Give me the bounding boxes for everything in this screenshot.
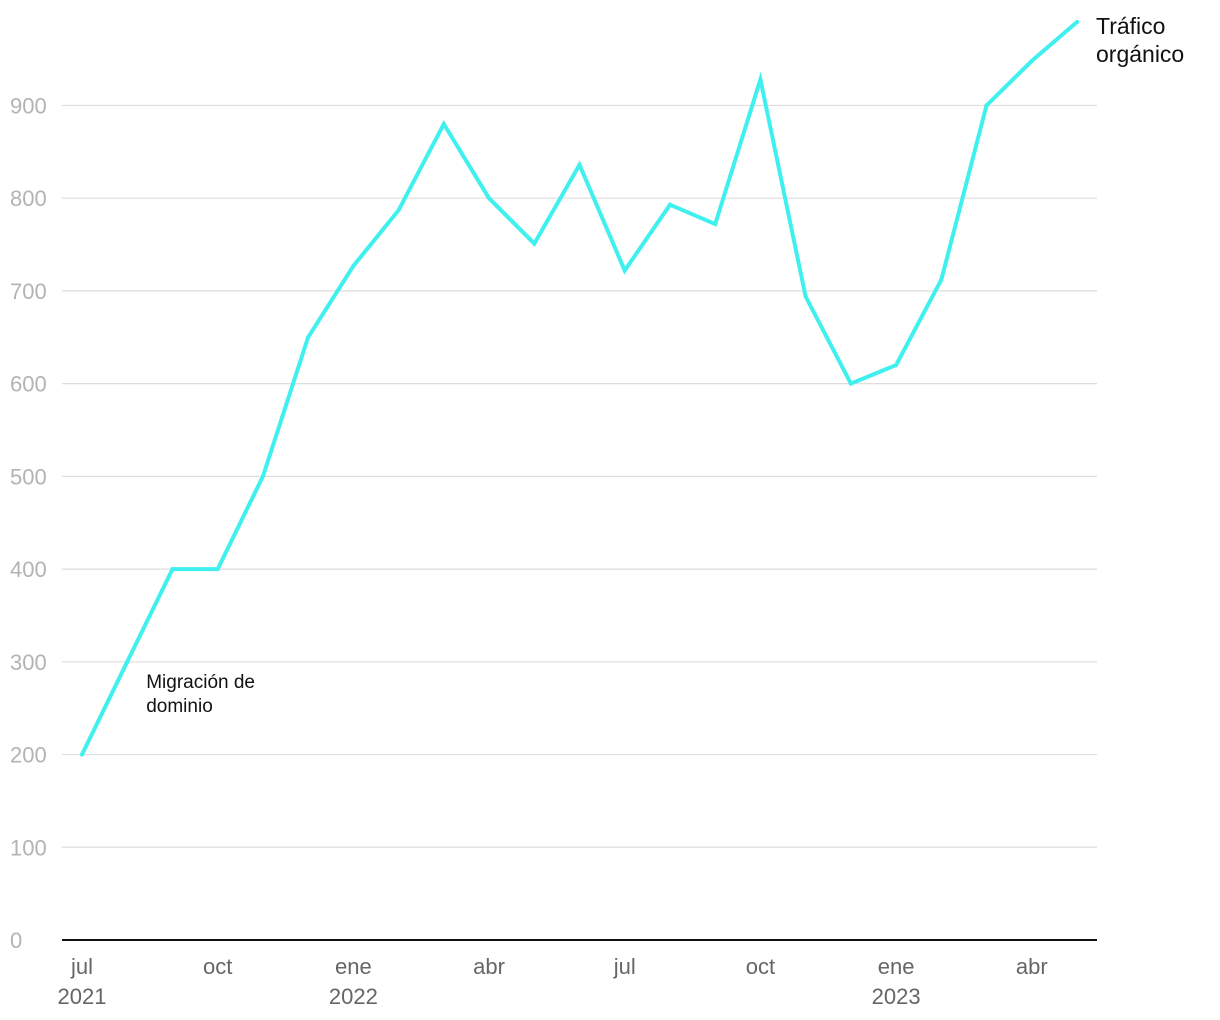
data-point [487, 196, 492, 201]
data-point [713, 222, 718, 227]
y-tick-label: 800 [10, 186, 47, 211]
data-point [260, 474, 265, 479]
data-point [984, 103, 989, 108]
y-tick-label: 300 [10, 650, 47, 675]
data-point [170, 567, 175, 572]
series-label-line: Tráfico [1096, 13, 1165, 39]
x-tick-label: jul [70, 954, 93, 979]
data-point [532, 241, 537, 246]
x-tick-label: oct [203, 954, 232, 979]
annotation-line: Migración de [146, 672, 255, 693]
x-axis-tick-labels: jul 2021 oct ene 2022 abr jul oct ene 2023 abr [58, 954, 1048, 1009]
data-point [577, 162, 582, 167]
series-line [80, 20, 1079, 757]
data-point [622, 268, 627, 273]
y-tick-label: 200 [10, 743, 47, 768]
data-point [1075, 20, 1079, 24]
data-point [80, 752, 84, 757]
annotation-line: dominio [146, 696, 213, 717]
data-point [396, 208, 401, 213]
series-lines: Tráfico orgánico [80, 13, 1184, 757]
series-label: Tráfico orgánico [1096, 13, 1184, 67]
y-tick-label: 700 [10, 279, 47, 304]
x-tick-label: abr [1016, 954, 1048, 979]
x-tick-year-label: 2021 [58, 984, 107, 1009]
data-point [848, 381, 853, 386]
x-tick-label: jul [613, 954, 636, 979]
data-point [351, 263, 356, 268]
data-point [306, 335, 311, 340]
data-point [894, 363, 899, 368]
data-point [758, 77, 763, 82]
y-tick-label: 500 [10, 464, 47, 489]
y-tick-label: 600 [10, 372, 47, 397]
x-tick-label: ene [878, 954, 915, 979]
x-tick-year-label: 2022 [329, 984, 378, 1009]
data-point [803, 294, 808, 299]
x-tick-label: abr [473, 954, 505, 979]
data-point [215, 567, 220, 572]
y-tick-label: 400 [10, 557, 47, 582]
data-point [125, 659, 130, 664]
annotation-migracion: Migración de dominio [146, 672, 255, 717]
data-point [1029, 58, 1034, 63]
x-tick-year-label: 2023 [872, 984, 921, 1009]
series-label-line: orgánico [1096, 41, 1184, 67]
data-point [939, 277, 944, 282]
x-tick-label: ene [335, 954, 372, 979]
annotations: Migración de dominio [146, 672, 255, 717]
y-axis-tick-labels: 0 100 200 300 400 500 600 700 800 900 [10, 93, 47, 953]
gridlines [62, 104, 1097, 848]
y-tick-label: 900 [10, 93, 47, 118]
data-point [667, 202, 672, 207]
y-tick-label: 100 [10, 835, 47, 860]
x-tick-label: oct [746, 954, 775, 979]
data-point [441, 122, 446, 126]
y-tick-label: 0 [10, 928, 22, 953]
